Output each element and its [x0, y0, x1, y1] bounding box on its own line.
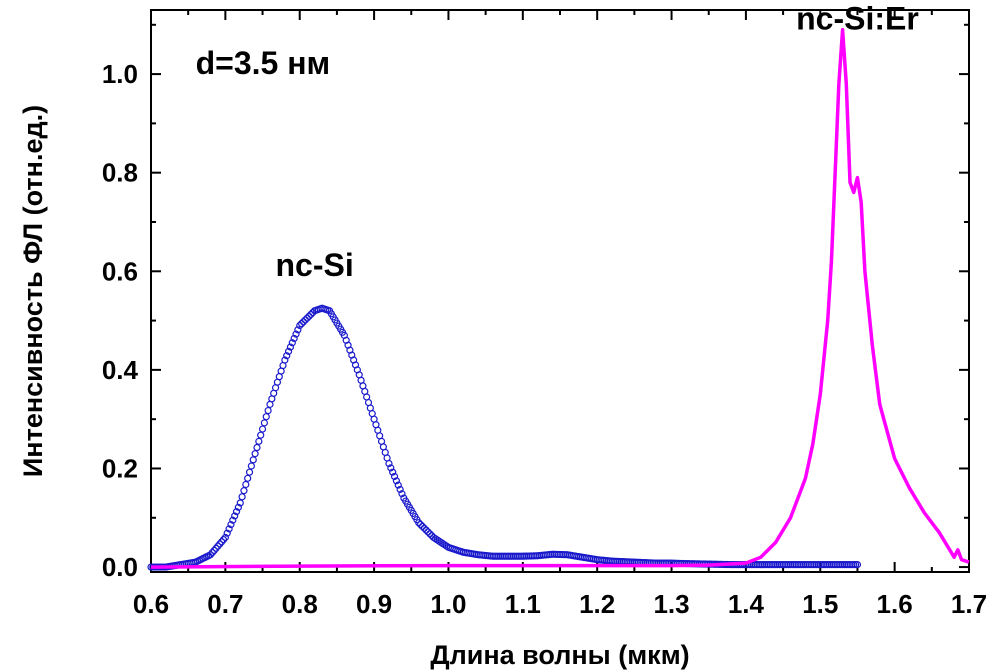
data-point — [255, 437, 263, 445]
data-point — [208, 548, 216, 557]
data-point — [290, 334, 298, 343]
x-axis: 0.6 0.7 0.8 0.9 1.0 1.1 1.2 1.3 1.4 1.5 1.6 1.7 — [133, 10, 987, 619]
x-tick-label: 1.6 — [877, 589, 913, 619]
data-point — [307, 310, 315, 319]
y-tick-label: 0.8 — [102, 158, 138, 188]
series-2 — [150, 27, 970, 569]
data-point — [283, 352, 291, 360]
data-point — [218, 538, 226, 546]
annotation-label: d=3.5 нм — [196, 45, 331, 81]
data-point — [303, 314, 311, 322]
data-point — [249, 456, 257, 464]
data-point — [288, 339, 296, 347]
data-point — [299, 318, 308, 326]
data-point — [385, 459, 393, 468]
data-point — [389, 468, 397, 476]
data-point — [251, 450, 259, 458]
data-point — [387, 464, 395, 472]
data-point — [853, 561, 862, 569]
x-axis-label: Длина волны (мкм) — [430, 640, 689, 670]
x-tick-label: 1.0 — [430, 589, 466, 619]
data-point — [206, 551, 215, 559]
y-tick-label: 0.2 — [102, 453, 138, 483]
data-point — [223, 529, 231, 537]
x-tick-label: 0.7 — [207, 589, 243, 619]
data-point — [424, 528, 432, 536]
y-axis: 0.0 0.2 0.4 0.6 0.8 1.0 — [102, 23, 969, 582]
data-point — [301, 316, 309, 324]
data-point — [234, 503, 242, 511]
series-1 — [147, 304, 862, 571]
y-axis-label: Интенсивность ФЛ (отн.ед.) — [18, 105, 48, 477]
data-point — [245, 468, 254, 476]
data-point — [418, 522, 427, 531]
data-point — [216, 540, 224, 548]
y-tick-label: 0.6 — [102, 256, 138, 286]
data-point — [219, 536, 228, 544]
data-point — [240, 487, 248, 495]
data-point — [231, 512, 239, 520]
data-point — [257, 431, 265, 439]
data-point — [390, 472, 399, 481]
data-point — [244, 474, 252, 482]
annotation-label: nc-Si:Er — [796, 1, 919, 37]
x-tick-label: 1.2 — [579, 589, 615, 619]
data-point — [426, 530, 434, 538]
data-point — [238, 493, 246, 501]
y-tick-label: 1.0 — [102, 59, 138, 89]
data-point — [286, 343, 295, 351]
data-point — [242, 480, 250, 489]
data-point — [281, 356, 289, 364]
data-point — [294, 326, 302, 334]
data-point — [305, 312, 313, 320]
data-point — [225, 525, 233, 533]
series-layer — [147, 27, 970, 571]
series-line — [150, 27, 970, 569]
x-tick-label: 0.9 — [356, 589, 392, 619]
data-point — [296, 321, 304, 330]
x-tick-label: 1.5 — [802, 589, 838, 619]
data-point — [253, 443, 261, 452]
data-point — [420, 524, 428, 532]
data-point — [258, 425, 267, 433]
data-point — [262, 413, 270, 421]
data-point — [232, 508, 241, 516]
data-point — [392, 477, 400, 485]
x-tick-label: 1.4 — [728, 589, 765, 619]
data-point — [264, 406, 272, 415]
data-point — [398, 490, 406, 498]
data-point — [247, 462, 255, 470]
x-tick-label: 1.3 — [653, 589, 689, 619]
y-tick-label: 0.0 — [102, 552, 138, 582]
data-point — [236, 499, 244, 507]
data-point — [214, 542, 222, 550]
x-tick-label: 1.7 — [951, 589, 987, 619]
data-point — [416, 520, 425, 529]
y-tick-label: 0.4 — [102, 355, 139, 385]
data-point — [422, 526, 430, 534]
data-point — [292, 330, 300, 338]
data-point — [415, 519, 423, 527]
data-point — [394, 481, 402, 489]
data-point — [297, 320, 306, 328]
data-point — [221, 533, 229, 542]
data-point — [260, 419, 268, 427]
data-point — [227, 520, 235, 529]
annotation-label: nc-Si — [275, 247, 353, 283]
data-point — [212, 544, 220, 552]
data-point — [284, 347, 293, 355]
annotations: d=3.5 нм nc-Si nc-Si:Er — [196, 1, 919, 283]
data-point — [396, 485, 404, 494]
x-tick-label: 0.6 — [133, 589, 169, 619]
data-point — [229, 516, 237, 524]
x-tick-label: 0.8 — [282, 589, 318, 619]
data-point — [210, 546, 218, 555]
x-tick-label: 1.1 — [505, 589, 541, 619]
